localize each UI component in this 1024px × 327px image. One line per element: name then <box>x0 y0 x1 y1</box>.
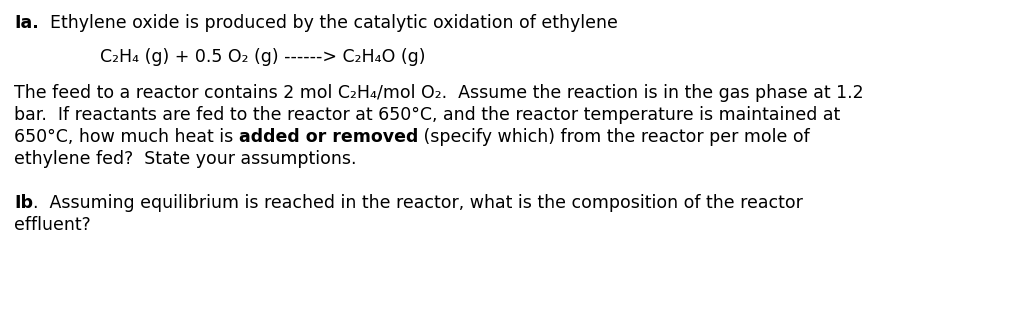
Text: Ia.: Ia. <box>14 14 39 32</box>
Text: .  Assuming equilibrium is reached in the reactor, what is the composition of th: . Assuming equilibrium is reached in the… <box>33 194 803 212</box>
Text: C₂H₄ (g) + 0.5 O₂ (g) ------> C₂H₄O (g): C₂H₄ (g) + 0.5 O₂ (g) ------> C₂H₄O (g) <box>100 48 426 66</box>
Text: Ethylene oxide is produced by the catalytic oxidation of ethylene: Ethylene oxide is produced by the cataly… <box>39 14 617 32</box>
Text: bar.  If reactants are fed to the reactor at 650°C, and the reactor temperature : bar. If reactants are fed to the reactor… <box>14 106 841 124</box>
Text: effluent?: effluent? <box>14 216 91 234</box>
Text: Ib: Ib <box>14 194 33 212</box>
Text: added or removed: added or removed <box>239 128 418 146</box>
Text: ethylene fed?  State your assumptions.: ethylene fed? State your assumptions. <box>14 150 356 168</box>
Text: 650°C, how much heat is: 650°C, how much heat is <box>14 128 239 146</box>
Text: The feed to a reactor contains 2 mol C₂H₄/mol O₂.  Assume the reaction is in the: The feed to a reactor contains 2 mol C₂H… <box>14 84 863 102</box>
Text: (specify which) from the reactor per mole of: (specify which) from the reactor per mol… <box>418 128 810 146</box>
